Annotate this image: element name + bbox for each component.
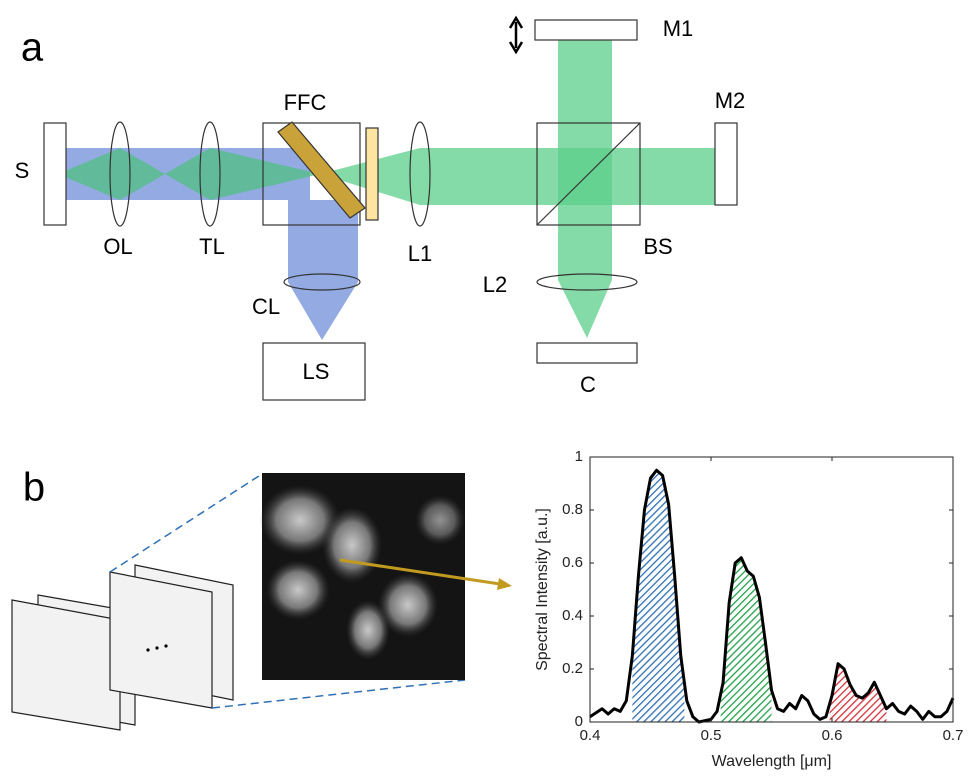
camera bbox=[537, 343, 637, 363]
y-tick-label: 1 bbox=[575, 448, 583, 465]
y-tick-label: 0.4 bbox=[562, 607, 583, 624]
component-label: M2 bbox=[715, 88, 746, 113]
component-label: S bbox=[15, 158, 30, 183]
component-label: L1 bbox=[408, 241, 432, 266]
mirror bbox=[535, 20, 637, 40]
filter bbox=[366, 128, 378, 220]
figure: a M1 FFC M2 S OL TL L1 BS L2 CL LS C b bbox=[0, 0, 970, 783]
component-label: LS bbox=[303, 359, 330, 384]
frame bbox=[110, 572, 212, 708]
zoom-line bbox=[110, 474, 262, 572]
component-label: TL bbox=[199, 234, 225, 259]
component-label: M1 bbox=[663, 16, 694, 41]
y-axis-label: Spectral Intensity [a.u.] bbox=[534, 508, 551, 671]
translation-arrow bbox=[510, 18, 522, 52]
component-label: L2 bbox=[483, 272, 507, 297]
y-tick-label: 0 bbox=[575, 713, 583, 730]
component-label: C bbox=[580, 372, 596, 397]
panel-label: a bbox=[21, 26, 44, 70]
y-tick-label: 0.6 bbox=[562, 554, 583, 571]
blue-beam bbox=[288, 200, 358, 340]
green-beam bbox=[558, 40, 612, 338]
y-tick-label: 0.2 bbox=[562, 660, 583, 677]
y-tick-label: 0.8 bbox=[562, 501, 583, 518]
x-axis-label: Wavelength [μm] bbox=[712, 753, 832, 770]
zoom-line bbox=[212, 680, 465, 708]
x-tick-label: 0.5 bbox=[701, 727, 722, 744]
component-label: FFC bbox=[284, 90, 327, 115]
component-label: CL bbox=[252, 294, 280, 319]
x-tick-label: 0.6 bbox=[822, 727, 843, 744]
frame bbox=[12, 600, 120, 730]
mirror bbox=[715, 123, 737, 205]
component-label: BS bbox=[643, 234, 672, 259]
green-beam bbox=[320, 148, 715, 205]
component-label: OL bbox=[103, 234, 132, 259]
x-tick-label: 0.7 bbox=[943, 727, 964, 744]
sample bbox=[44, 123, 66, 225]
image-stack: b bbox=[12, 466, 512, 730]
panel-label: b bbox=[23, 466, 45, 510]
pixel-arrow-head bbox=[497, 578, 512, 590]
optical-setup: a M1 FFC M2 S OL TL L1 BS L2 CL LS C bbox=[15, 16, 746, 400]
